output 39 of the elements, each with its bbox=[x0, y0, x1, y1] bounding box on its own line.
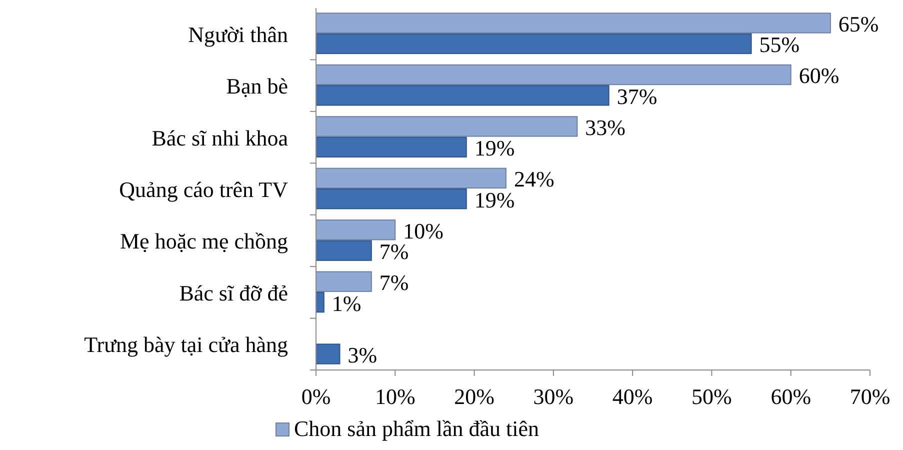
data-label: 65% bbox=[838, 12, 879, 37]
bar bbox=[316, 271, 372, 292]
bar bbox=[316, 220, 396, 240]
data-label: 19% bbox=[474, 187, 515, 212]
x-tick-label: 70% bbox=[850, 384, 890, 409]
y-tick-label: Bác sĩ đỡ đẻ bbox=[179, 280, 288, 306]
x-tick-label: 10% bbox=[374, 384, 416, 409]
x-tick-label: 0% bbox=[301, 384, 331, 409]
bar bbox=[316, 85, 610, 106]
data-label: 33% bbox=[585, 114, 626, 140]
data-label: 37% bbox=[616, 84, 658, 109]
bar bbox=[316, 12, 831, 34]
bar bbox=[316, 168, 506, 188]
data-label: 55% bbox=[759, 32, 800, 58]
x-tick-label: 40% bbox=[612, 384, 653, 409]
data-label: 1% bbox=[332, 290, 362, 316]
bar bbox=[316, 136, 467, 158]
bar bbox=[316, 344, 340, 364]
y-tick-label: Bác sĩ nhi khoa bbox=[152, 125, 288, 150]
y-tick-label: Bạn bè bbox=[226, 74, 288, 99]
bar bbox=[316, 188, 467, 210]
bar bbox=[316, 240, 372, 261]
data-label: 19% bbox=[474, 136, 515, 161]
bar bbox=[316, 64, 792, 86]
x-tick-label: 60% bbox=[770, 384, 812, 409]
x-tick-label: 30% bbox=[533, 384, 574, 409]
y-tick-label: Người thân bbox=[188, 22, 288, 47]
data-label: 24% bbox=[514, 166, 554, 192]
x-tick-label: 20% bbox=[454, 384, 494, 409]
y-tick-label: Mẹ hoặc mẹ chồng bbox=[120, 228, 288, 254]
data-label: 3% bbox=[348, 342, 378, 368]
data-label: 60% bbox=[798, 63, 840, 88]
x-tick-label: 50% bbox=[692, 384, 732, 409]
bar bbox=[316, 33, 752, 54]
y-tick-label: Trưng bày tại cửa hàng bbox=[84, 332, 288, 358]
data-label: 7% bbox=[379, 270, 409, 296]
legend-label: Chon sản phẩm lần đầu tiên bbox=[294, 416, 540, 441]
y-tick-label: Quảng cáo trên TV bbox=[119, 177, 288, 202]
bar bbox=[316, 116, 578, 137]
